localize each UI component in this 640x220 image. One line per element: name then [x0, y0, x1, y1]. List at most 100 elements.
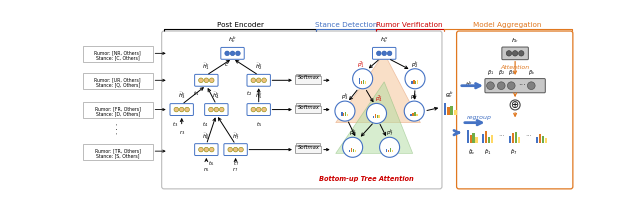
FancyBboxPatch shape	[205, 104, 228, 116]
Text: $r_6$: $r_6$	[203, 165, 209, 174]
Bar	[355, 150, 356, 152]
Text: $\tilde{h}_7^k$: $\tilde{h}_7^k$	[232, 131, 239, 141]
Circle shape	[251, 78, 255, 82]
Bar	[376, 115, 378, 118]
Circle shape	[198, 78, 204, 82]
Text: $\hat{p}_7$: $\hat{p}_7$	[511, 147, 518, 157]
Polygon shape	[336, 53, 420, 123]
FancyBboxPatch shape	[83, 73, 153, 89]
Bar	[417, 80, 419, 84]
Circle shape	[236, 51, 240, 56]
Bar	[488, 136, 490, 143]
Bar	[444, 103, 447, 115]
Circle shape	[508, 82, 515, 90]
Text: $\beta_3$: $\beta_3$	[508, 68, 515, 77]
Text: Stance: [C, Others]: Stance: [C, Others]	[96, 55, 140, 60]
Circle shape	[387, 51, 392, 56]
Bar	[343, 114, 344, 116]
Circle shape	[506, 51, 511, 56]
FancyBboxPatch shape	[296, 145, 321, 152]
FancyBboxPatch shape	[295, 106, 321, 114]
Text: ···: ···	[518, 81, 526, 90]
Bar	[374, 114, 376, 118]
Circle shape	[382, 51, 387, 56]
Bar	[476, 137, 478, 143]
Text: $h_c$: $h_c$	[511, 36, 519, 45]
FancyBboxPatch shape	[296, 104, 321, 112]
Circle shape	[262, 107, 266, 112]
Circle shape	[214, 107, 219, 112]
Text: $\bar{p}_4^k$: $\bar{p}_4^k$	[375, 93, 383, 104]
Text: $g_c^k$: $g_c^k$	[445, 90, 454, 100]
Text: $\beta_1$: $\beta_1$	[487, 68, 494, 77]
Text: Softmax: Softmax	[298, 105, 320, 110]
FancyBboxPatch shape	[295, 146, 321, 154]
Circle shape	[228, 147, 232, 152]
Circle shape	[518, 51, 524, 56]
Text: Stance Detection: Stance Detection	[314, 22, 377, 28]
Bar	[386, 149, 387, 152]
Text: · · ·: · · ·	[115, 122, 121, 134]
Circle shape	[497, 82, 505, 90]
Text: Stance: [S, Others]: Stance: [S, Others]	[96, 153, 140, 158]
Bar	[509, 136, 511, 143]
Text: Rumor: [TR, Others]: Rumor: [TR, Others]	[95, 148, 141, 153]
Text: $h_c^k$: $h_c^k$	[465, 79, 473, 90]
FancyBboxPatch shape	[296, 103, 320, 111]
Text: $\bar{p}_1^k$: $\bar{p}_1^k$	[357, 59, 365, 70]
FancyBboxPatch shape	[221, 48, 244, 59]
Circle shape	[239, 147, 243, 152]
Bar	[349, 150, 350, 152]
Text: ···: ···	[525, 133, 532, 139]
Text: Model Aggregation: Model Aggregation	[473, 22, 541, 28]
Circle shape	[234, 147, 238, 152]
Circle shape	[486, 82, 494, 90]
Bar	[351, 148, 352, 152]
Bar	[482, 134, 484, 143]
Bar	[378, 115, 380, 118]
Bar	[447, 107, 450, 115]
Text: $r_7$: $r_7$	[232, 165, 239, 174]
Circle shape	[220, 107, 224, 112]
Bar	[416, 114, 418, 116]
FancyBboxPatch shape	[247, 74, 271, 86]
Circle shape	[204, 147, 209, 152]
Bar	[539, 134, 541, 143]
FancyBboxPatch shape	[296, 74, 320, 82]
FancyBboxPatch shape	[195, 144, 218, 156]
Bar	[414, 112, 416, 116]
Circle shape	[367, 103, 387, 123]
Bar	[392, 150, 393, 152]
Bar	[388, 150, 389, 152]
FancyBboxPatch shape	[195, 74, 218, 86]
Text: Rumor: [UR, Others]: Rumor: [UR, Others]	[95, 77, 141, 82]
Text: Post Encoder: Post Encoder	[217, 22, 264, 28]
Text: $p_5^k$: $p_5^k$	[410, 91, 419, 102]
Text: Attention: Attention	[500, 65, 530, 70]
Circle shape	[209, 107, 213, 112]
Bar	[341, 112, 342, 116]
Bar	[361, 81, 362, 84]
Bar	[518, 137, 520, 143]
Circle shape	[510, 100, 520, 110]
Text: $\tilde{h}_5^k$: $\tilde{h}_5^k$	[255, 91, 262, 101]
Bar	[411, 81, 413, 84]
Text: regroup: regroup	[467, 115, 492, 120]
Text: Stance: [Q, Others]: Stance: [Q, Others]	[95, 82, 140, 87]
Bar	[485, 131, 488, 143]
FancyBboxPatch shape	[296, 75, 321, 83]
Text: $\beta_k$: $\beta_k$	[528, 68, 535, 77]
Circle shape	[262, 78, 266, 82]
Text: $\tilde{h}_3^k$: $\tilde{h}_3^k$	[178, 91, 186, 101]
Bar	[491, 135, 493, 143]
Bar	[454, 110, 457, 115]
Circle shape	[251, 107, 255, 112]
Circle shape	[225, 51, 230, 56]
Bar	[412, 113, 413, 116]
FancyBboxPatch shape	[83, 102, 153, 118]
Bar	[515, 132, 517, 143]
Text: $t_1$: $t_1$	[193, 89, 200, 98]
Text: Rumor Verification: Rumor Verification	[376, 22, 443, 28]
Bar	[536, 137, 538, 143]
Bar	[545, 138, 547, 143]
